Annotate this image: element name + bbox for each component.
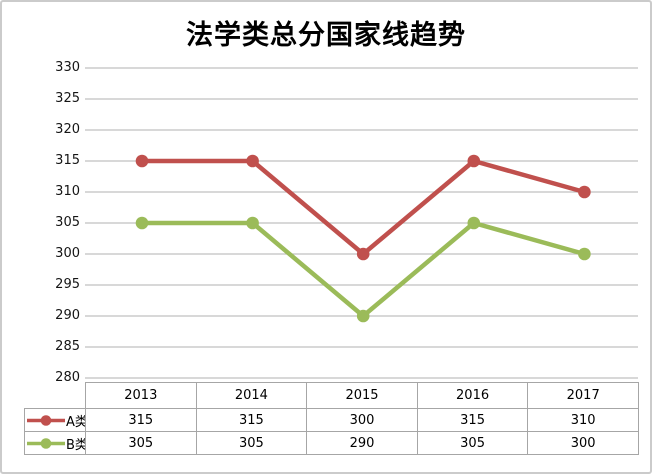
chart-title: 法学类总分国家线趋势: [186, 20, 466, 51]
table-value-cell: 315: [195, 408, 308, 432]
table-year-header: 2014: [195, 382, 308, 409]
y-tick-label: 285: [55, 339, 80, 354]
table-row: A类315315300315310: [24, 408, 639, 432]
series-name-label: A类: [66, 414, 85, 430]
series-line-A类: [142, 158, 586, 257]
data-point-marker: [578, 185, 591, 199]
legend-key-cell: B类: [24, 431, 86, 455]
data-point-marker: [467, 154, 481, 168]
data-point-marker: [135, 216, 149, 230]
y-tick-label: 310: [55, 184, 80, 199]
table-value-cell: 305: [195, 431, 308, 455]
table-year-header: 2015: [306, 382, 418, 409]
data-point-marker: [246, 216, 259, 230]
table-value-cell: 305: [85, 431, 197, 455]
table-value-cell: 310: [527, 408, 639, 432]
data-point-marker: [578, 247, 591, 261]
table-value-cell: 315: [416, 408, 529, 432]
legend-key-cell: A类: [24, 408, 86, 432]
table-year-header: 2016: [416, 382, 529, 409]
y-tick-label: 300: [55, 246, 80, 261]
table-value-cell: 290: [306, 431, 418, 455]
table-row: B类305305290305300: [24, 431, 639, 455]
y-tick-label: 330: [55, 60, 80, 75]
y-tick-label: 325: [55, 91, 80, 106]
y-tick-label: 305: [55, 215, 80, 230]
table-value-cell: 305: [416, 431, 529, 455]
y-tick-label: 280: [55, 370, 80, 385]
data-point-marker: [356, 247, 370, 261]
table-year-header: 2013: [85, 382, 197, 409]
y-tick-label: 290: [55, 308, 80, 323]
table-header-row: 2013 2014 2015 2016 2017: [25, 382, 639, 409]
plot-area: [85, 67, 638, 379]
y-tick-label: 320: [55, 122, 80, 137]
table-value-cell: 315: [85, 408, 197, 432]
y-tick-label: 295: [55, 277, 80, 292]
data-point-marker: [356, 309, 370, 323]
table-corner-cell: [25, 383, 86, 409]
series-marker-icon: [27, 437, 65, 449]
data-point-marker: [246, 154, 259, 168]
data-point-marker: [135, 154, 149, 168]
data-point-marker: [467, 216, 481, 230]
series-name-label: B类: [66, 437, 85, 453]
series-line-B类: [142, 220, 586, 319]
table-value-cell: 300: [527, 431, 639, 455]
y-tick-label: 315: [55, 153, 80, 168]
series-marker-icon: [27, 414, 65, 426]
table-year-header: 2017: [527, 382, 639, 409]
table-value-cell: 300: [306, 408, 418, 432]
